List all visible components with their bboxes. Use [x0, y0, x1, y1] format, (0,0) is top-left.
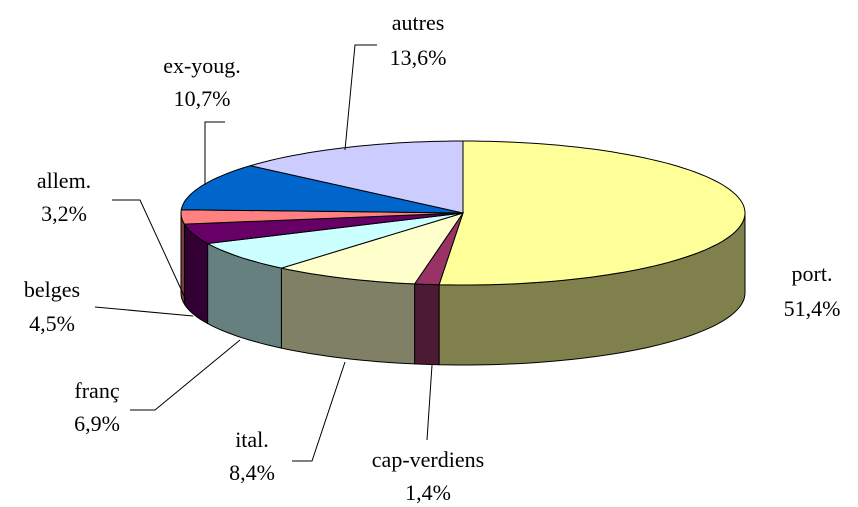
slice	[250, 140, 464, 214]
slice-label: ital.	[235, 427, 269, 452]
slice	[180, 209, 464, 225]
slice	[281, 212, 465, 285]
leader-line	[292, 361, 346, 462]
leader-line	[130, 339, 241, 411]
leader-line	[426, 364, 433, 441]
slice-value: 6,9%	[74, 411, 120, 436]
leader-line	[94, 306, 194, 317]
slice	[438, 140, 746, 286]
slice-label: cap-verdiens	[372, 447, 484, 472]
slice-side	[414, 283, 440, 366]
slice	[205, 212, 464, 269]
slice-value: 51,4%	[784, 296, 841, 321]
leader-line	[344, 44, 377, 151]
slice-label: belges	[24, 277, 80, 302]
slice-value: 1,4%	[405, 480, 451, 505]
slice-value: 3,2%	[41, 201, 87, 226]
leader-line	[204, 121, 225, 185]
slice-value: 10,7%	[174, 86, 231, 111]
slice-label: port.	[792, 261, 833, 286]
slice-label: ex-youg.	[163, 53, 241, 78]
slice-label: autres	[392, 10, 445, 35]
slice	[180, 165, 464, 214]
slice	[183, 212, 464, 245]
slice-value: 13,6%	[390, 45, 447, 70]
slice-value: 4,5%	[29, 311, 75, 336]
slice-label: franç	[74, 378, 119, 403]
leader-line	[112, 199, 187, 301]
slice-label: allem.	[37, 168, 91, 193]
slice-value: 8,4%	[229, 460, 275, 485]
